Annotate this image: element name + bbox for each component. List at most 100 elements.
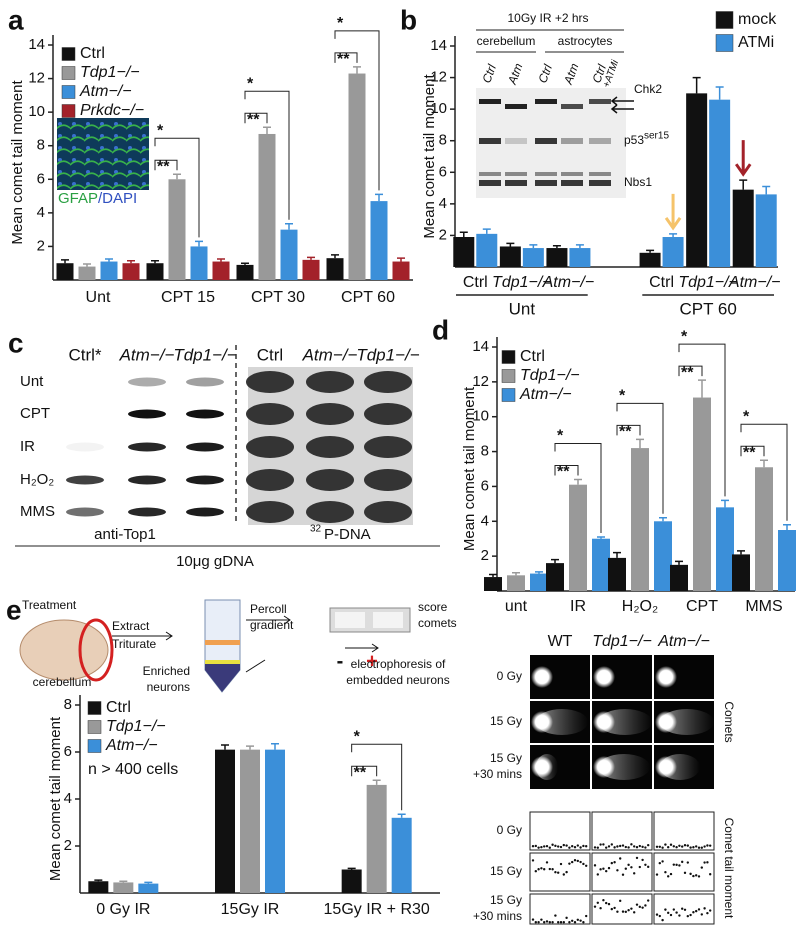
- moment-dot: [700, 846, 703, 849]
- moment-dot: [531, 918, 535, 921]
- x-tick-label: MMS: [745, 598, 782, 615]
- legend-swatch: [61, 47, 76, 61]
- moment-dot: [602, 898, 605, 902]
- x-tick-label: CPT 30: [251, 289, 305, 306]
- moment-dot: [557, 921, 560, 924]
- bar: [190, 246, 208, 280]
- bar: [732, 189, 754, 267]
- error-bar: [347, 867, 356, 870]
- moment-dot: [661, 846, 664, 849]
- bar: [392, 261, 410, 280]
- blot-protein: p53: [624, 133, 644, 147]
- error-bar: [459, 231, 468, 238]
- moment-dot: [593, 905, 597, 908]
- error-bar: [263, 126, 271, 134]
- diagram-label: comets: [418, 616, 457, 630]
- bar: [88, 881, 109, 893]
- legend-swatch: [501, 388, 516, 402]
- moment-plot: [591, 852, 653, 892]
- legend-label: mock: [738, 11, 777, 28]
- comet-head: [655, 756, 677, 778]
- moment-dot: [593, 846, 597, 849]
- moment-dot: [537, 846, 540, 849]
- y-tick-label: 8: [481, 443, 489, 460]
- error-bar: [636, 438, 644, 449]
- significance-label: **: [247, 111, 260, 128]
- row-label: +30 mins: [473, 767, 522, 781]
- error-bar: [613, 551, 621, 558]
- blot-band: [186, 409, 224, 419]
- moment-dot: [579, 919, 582, 922]
- chart-note: n > 400 cells: [88, 761, 178, 778]
- side-label: Comet tail moment: [722, 818, 736, 919]
- bar: [326, 258, 344, 280]
- bar: [138, 883, 159, 893]
- y-tick-label: 2: [37, 237, 45, 254]
- moment-dot: [692, 846, 695, 849]
- moment-dot: [576, 859, 579, 863]
- x-tick-label: Atm−/−: [728, 274, 781, 291]
- error-bar: [375, 193, 383, 202]
- diagram-arrow: [246, 615, 291, 625]
- bar: [341, 869, 362, 893]
- blot-row: MMS: [20, 503, 55, 520]
- inset-label: GFAP/DAPI: [58, 190, 137, 207]
- error-bar: [83, 263, 91, 267]
- moment-dot: [658, 845, 661, 848]
- y-tick-label: 6: [64, 743, 72, 760]
- inset-label-part: GFAP: [58, 190, 98, 207]
- x-tick-label: Unt: [86, 289, 111, 306]
- blot-lane: Atm: [505, 61, 526, 87]
- significance-bracket: [334, 52, 358, 63]
- error-bar: [675, 560, 683, 565]
- bar: [476, 233, 498, 267]
- moment-dot: [627, 846, 630, 849]
- legend-label: Ctrl: [520, 348, 545, 365]
- moment-dot: [579, 846, 582, 849]
- legend-swatch: [715, 11, 734, 29]
- moment-dot: [619, 844, 622, 848]
- blot-row: IR: [20, 438, 35, 455]
- error-bar: [669, 233, 678, 238]
- significance-label: **: [157, 158, 170, 175]
- moment-dot: [638, 865, 641, 869]
- error-bar: [506, 242, 515, 247]
- moment-dot: [551, 921, 554, 924]
- diagram-arrow: [112, 631, 173, 641]
- moment-dot: [689, 846, 692, 849]
- row-label: 15 Gy: [490, 893, 522, 907]
- bar: [530, 573, 548, 591]
- significance-bracket: [154, 137, 200, 238]
- moment-dot: [599, 906, 602, 910]
- moment-plot: [591, 811, 653, 851]
- comet-head: [655, 666, 677, 688]
- moment-dot: [616, 910, 619, 913]
- moment-dot: [596, 901, 599, 904]
- blot-band: [589, 180, 611, 186]
- moment-dot: [548, 921, 551, 924]
- legend-label: Tdp1−/−: [80, 64, 140, 81]
- bar: [122, 263, 140, 280]
- moment-dot: [697, 846, 701, 849]
- bar: [258, 133, 276, 280]
- significance-label: *: [557, 428, 564, 445]
- row-label: 0 Gy: [497, 669, 522, 683]
- blot-footer: 10μg gDNA: [176, 553, 254, 570]
- significance-bracket: [244, 90, 290, 220]
- bar: [453, 237, 475, 267]
- moment-dot: [661, 860, 664, 863]
- bar: [755, 467, 773, 591]
- bar: [778, 530, 796, 591]
- error-bar: [246, 745, 254, 750]
- moment-dot: [534, 869, 537, 873]
- moment-dot: [554, 871, 557, 874]
- panel-label: d: [432, 314, 449, 345]
- legend-label: Atm−/−: [105, 737, 158, 754]
- error-bar: [721, 499, 729, 508]
- moment-dot: [703, 861, 706, 864]
- bar: [631, 448, 649, 591]
- y-tick-label: 12: [430, 69, 447, 86]
- bar: [146, 263, 164, 280]
- error-bar: [692, 76, 701, 94]
